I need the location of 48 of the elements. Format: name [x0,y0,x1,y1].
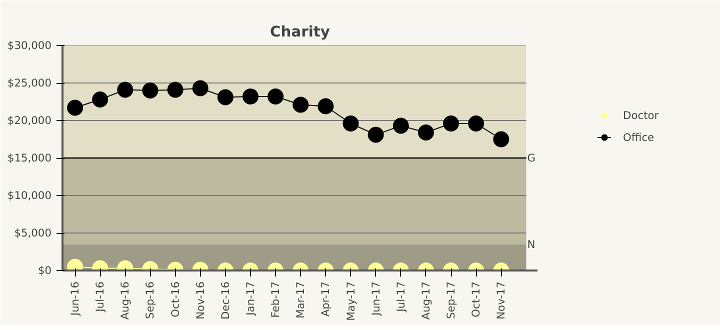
y-tick-label: $25,000 [7,76,52,90]
point [392,118,409,134]
x-tick-label: Nov-17 [494,281,508,320]
x-tick-label: Nov-16 [194,281,207,320]
legend-label: Office [623,130,654,144]
x-tick-label: Jan-17 [244,281,257,316]
y-tick-label: $15,000 [7,152,52,164]
x-tick-label: Jun-16 [68,281,82,317]
x-tick-label: Mar-17 [294,281,308,318]
x-tick-label: Oct-16 [168,281,182,318]
y-tick-label: $20,000 [7,114,52,127]
y-tick-label: $30,000 [7,39,52,52]
chart-title: Charity [270,24,330,40]
x-tick-label: Aug-17 [419,281,432,320]
point [342,116,359,132]
x-tick-label: Jul-17 [394,281,408,313]
y-tick-label: $10,000 [7,189,52,202]
x-tick-label: Sep-16 [144,281,157,319]
x-tick-label: Sep-17 [444,281,458,319]
point [292,96,309,113]
point [468,116,484,132]
point [318,98,334,114]
x-tick-label: Apr-17 [319,281,332,317]
x-tick-label: May-17 [344,282,358,321]
x-tick-label: Jun-17 [369,281,382,317]
point [242,88,258,104]
point [217,89,234,106]
point [192,80,208,96]
x-tick-label: Oct-17 [470,281,483,318]
point [167,82,184,98]
band-label: N [527,238,536,251]
x-tick-label: Feb-17 [269,281,282,318]
point [67,100,84,116]
point [493,131,510,148]
y-tick-label: $0 [38,264,52,277]
legend-label: Doctor [623,108,659,122]
point [117,82,134,98]
point [368,126,384,143]
point [268,88,284,104]
x-tick-label: Aug-16 [118,281,132,320]
point [92,92,108,108]
point [142,82,158,98]
ref-line-label: G [527,152,536,164]
point [443,116,460,132]
point [418,124,434,140]
x-tick-label: Dec-16 [218,281,232,320]
x-tick-label: Jul-16 [94,281,107,313]
y-tick-label: $5,000 [14,226,52,240]
